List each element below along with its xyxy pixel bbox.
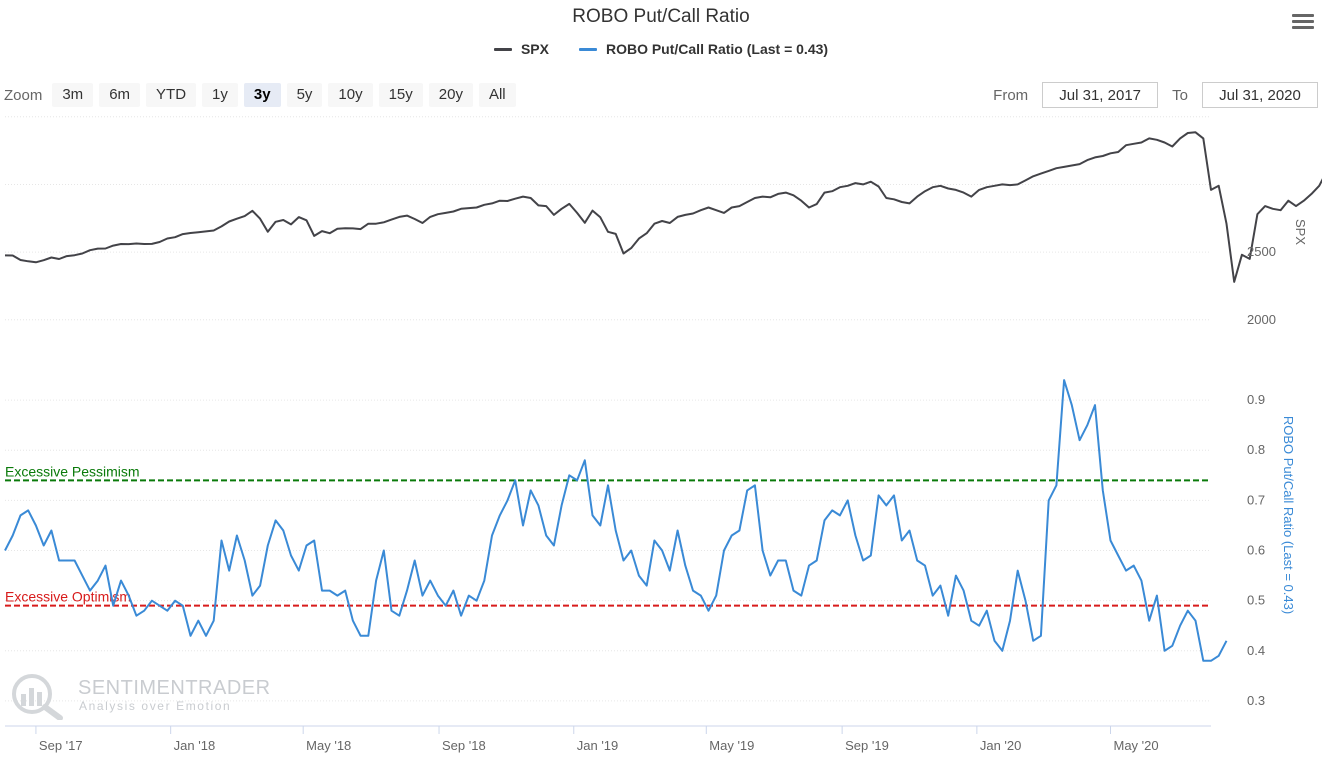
gridlines (5, 116, 1211, 702)
excessive-optimism-label: Excessive Optimism (5, 589, 131, 605)
chart-legend: SPX ROBO Put/Call Ratio (Last = 0.43) (0, 41, 1322, 57)
zoom-button-10y[interactable]: 10y (328, 83, 373, 107)
sentimentrader-logo: SENTIMENTRADER Analysis over Emotion (10, 672, 271, 721)
spx-line (4, 131, 1322, 283)
zoom-button-ytd[interactable]: YTD (146, 83, 197, 107)
from-date-input[interactable]: Jul 31, 2017 (1042, 82, 1159, 108)
zoom-selector: Zoom 3m 6m YTD 1y 3y 5y 10y 15y 20y All (4, 83, 522, 107)
robo-tick-label: 0.9 (1247, 392, 1265, 407)
spx-tick-label: 2500 (1247, 244, 1276, 259)
from-label: From (993, 86, 1029, 104)
x-tick-label: Sep '18 (442, 738, 486, 753)
zoom-button-15y[interactable]: 15y (378, 83, 423, 107)
x-tick-label: Sep '17 (39, 738, 83, 753)
logo-tagline-text: Analysis over Emotion (79, 699, 232, 713)
chart-title: ROBO Put/Call Ratio (572, 6, 750, 27)
legend-label-robo: ROBO Put/Call Ratio (Last = 0.43) (605, 41, 829, 57)
zoom-button-6m[interactable]: 6m (99, 83, 141, 107)
x-tick-label: Sep '19 (845, 738, 889, 753)
zoom-button-3y[interactable]: 3y (243, 83, 281, 107)
reference-lines: Excessive Pessimism Excessive Optimism (5, 463, 1211, 607)
legend-label-spx: SPX (520, 41, 549, 57)
x-tick-label: May '19 (709, 738, 754, 753)
x-tick-label: May '18 (306, 738, 351, 753)
x-tick-label: Jan '20 (980, 738, 1022, 753)
spx-axis-title: SPX (1293, 219, 1308, 245)
zoom-label: Zoom (4, 86, 43, 104)
robo-putcall-line (4, 379, 1228, 662)
logo-brand-text: SENTIMENTRADER (78, 677, 271, 699)
x-tick-label: Jan '18 (174, 738, 216, 753)
x-tick-label: May '20 (1114, 738, 1159, 753)
series-layer (4, 131, 1322, 662)
robo-tick-label: 0.8 (1247, 442, 1265, 457)
robo-tick-label: 0.5 (1247, 593, 1265, 608)
zoom-button-3m[interactable]: 3m (52, 83, 94, 107)
legend-item-robo[interactable]: ROBO Put/Call Ratio (Last = 0.43) (578, 41, 829, 57)
spx-tick-label: 2000 (1247, 312, 1276, 327)
legend-swatch-spx (493, 47, 512, 51)
axes-layer: 2000 2500 SPX 0.3 0.4 0.5 0.6 0.7 0.8 0.9 ROBO Put… (5, 219, 1308, 753)
zoom-button-20y[interactable]: 20y (428, 83, 473, 107)
zoom-button-5y[interactable]: 5y (286, 83, 323, 107)
legend-item-spx[interactable]: SPX (493, 41, 549, 57)
robo-tick-label: 0.6 (1247, 543, 1265, 558)
x-tick-label: Jan '19 (577, 738, 619, 753)
excessive-pessimism-label: Excessive Pessimism (5, 463, 140, 479)
legend-swatch-robo (578, 47, 597, 51)
robo-axis-title: ROBO Put/Call Ratio (Last = 0.43) (1281, 416, 1296, 614)
zoom-button-1y[interactable]: 1y (202, 83, 238, 107)
zoom-button-all[interactable]: All (478, 83, 516, 107)
robo-tick-label: 0.4 (1247, 643, 1265, 658)
hamburger-menu-icon[interactable] (1290, 11, 1316, 35)
robo-tick-label: 0.3 (1247, 693, 1265, 708)
magnifier-chart-icon (12, 674, 63, 721)
to-label: To (1172, 86, 1188, 104)
to-date-input[interactable]: Jul 31, 2020 (1202, 82, 1318, 108)
robo-tick-label: 0.7 (1247, 492, 1265, 507)
date-range-selector: From Jul 31, 2017 To Jul 31, 2020 (993, 82, 1318, 108)
